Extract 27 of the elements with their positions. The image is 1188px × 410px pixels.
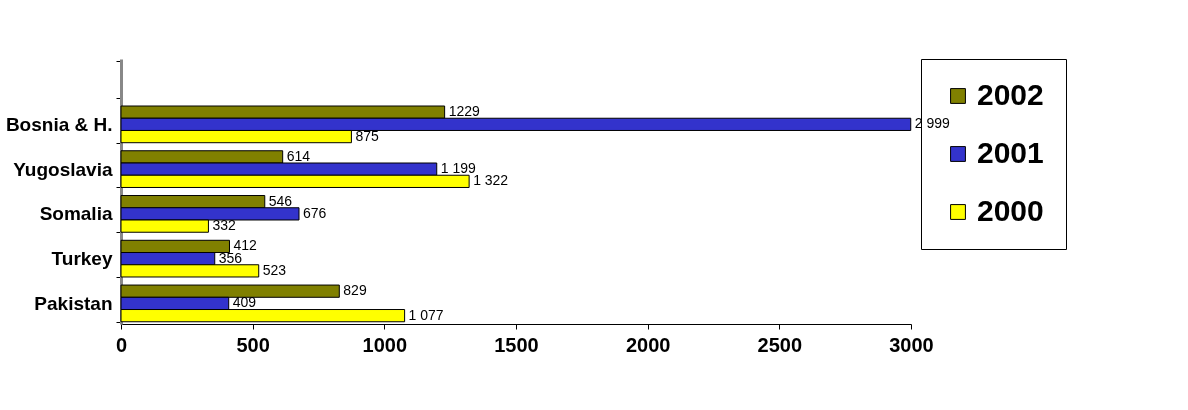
data-label: 829	[343, 282, 367, 299]
legend-label: 2000	[977, 194, 1044, 227]
y-tick-label: Turkey	[51, 248, 113, 270]
legend-label: 2002	[977, 78, 1044, 111]
data-label: 1229	[448, 103, 480, 120]
data-label: 1 199	[440, 160, 476, 177]
data-label: 332	[212, 217, 236, 234]
data-label: 614	[286, 147, 311, 164]
data-label: 523	[262, 261, 287, 278]
data-label: 1 322	[473, 172, 509, 189]
y-tick-label: Pakistan	[34, 292, 113, 314]
x-tick-label: 1500	[494, 333, 539, 356]
x-tick-label: 500	[236, 333, 270, 356]
x-tick-label: 0	[115, 333, 128, 356]
y-tick-label: Bosnia & H.	[5, 113, 113, 135]
x-tick-label: 1000	[362, 333, 408, 356]
data-label: 546	[268, 192, 293, 209]
data-label: 875	[355, 127, 379, 144]
data-label: 1 077	[408, 306, 444, 323]
y-tick-label: Somalia	[39, 203, 113, 225]
x-tick-label: 2500	[757, 333, 803, 356]
data-label: 676	[303, 204, 327, 221]
data-label: 409	[232, 294, 257, 311]
x-tick-label: 2000	[625, 333, 671, 356]
legend-label: 2001	[977, 136, 1044, 169]
y-tick-label: Yugoslavia	[13, 158, 113, 180]
x-tick-label: 3000	[889, 333, 934, 356]
